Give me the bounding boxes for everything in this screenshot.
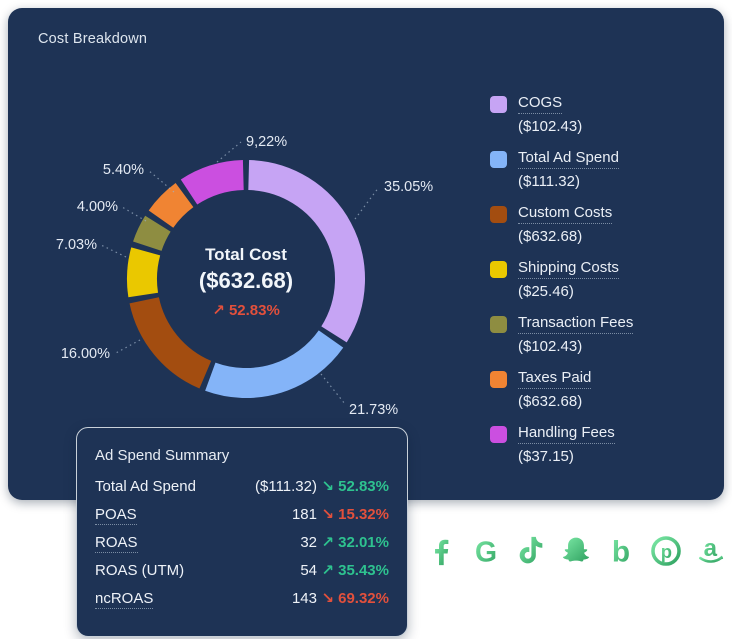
- total-cost-value: ($632.68): [198, 268, 294, 293]
- svg-text:p: p: [661, 541, 672, 562]
- summary-row-total-ad-spend: Total Ad Spend ($111.32) ↘ 52.83%: [95, 477, 389, 505]
- pinterest-icon[interactable]: p: [648, 528, 684, 574]
- svg-text:a: a: [704, 535, 718, 562]
- legend-name[interactable]: Handling Fees: [518, 424, 615, 444]
- legend-swatch-custom-costs: [490, 206, 507, 223]
- amazon-icon[interactable]: a: [693, 528, 729, 574]
- legend-name[interactable]: Transaction Fees: [518, 314, 634, 334]
- summary-row-label[interactable]: ncROAS: [95, 590, 154, 609]
- pct-label-total-ad-spend: 21.73%: [349, 402, 398, 418]
- leader-line-total-ad-spend: [320, 373, 346, 405]
- leader-line-handling-fees: [216, 141, 242, 163]
- pct-label-custom-costs: 16.00%: [61, 346, 110, 362]
- summary-title: Ad Spend Summary: [95, 447, 230, 464]
- legend-swatch-taxes-paid: [490, 371, 507, 388]
- legend-swatch-handling-fees: [490, 426, 507, 443]
- tiktok-icon[interactable]: [513, 528, 549, 574]
- donut-segment-total-ad-spend[interactable]: [205, 329, 344, 398]
- summary-row-value: 54: [300, 562, 317, 579]
- legend-amount: ($102.43): [518, 338, 583, 355]
- legend-item-total-ad-spend[interactable]: Total Ad Spend ($111.32): [490, 149, 633, 190]
- summary-row-value: ($111.32): [255, 478, 317, 495]
- legend-item-taxes-paid[interactable]: Taxes Paid ($632.68): [490, 369, 633, 410]
- leader-line-cogs: [354, 186, 380, 220]
- summary-row-ncroas: ncROAS 143 ↘ 69.32%: [95, 589, 389, 617]
- summary-row-roas-utm-: ROAS (UTM) 54 ↗ 35.43%: [95, 561, 389, 589]
- svg-text:b: b: [612, 536, 630, 569]
- legend-amount: ($632.68): [518, 228, 583, 245]
- bing-icon[interactable]: b: [603, 528, 639, 574]
- donut-segment-handling-fees[interactable]: [180, 160, 245, 205]
- legend-amount: ($632.68): [518, 393, 583, 410]
- donut-segment-transaction-fees[interactable]: [133, 215, 171, 252]
- donut-segment-custom-costs[interactable]: [129, 296, 212, 389]
- donut-segment-taxes-paid[interactable]: [148, 183, 194, 229]
- legend-swatch-total-ad-spend: [490, 151, 507, 168]
- legend-item-cogs[interactable]: COGS ($102.43): [490, 94, 633, 135]
- summary-row-value: 32: [300, 534, 317, 551]
- svg-text:G: G: [475, 537, 497, 569]
- legend-item-handling-fees[interactable]: Handling Fees ($37.15): [490, 424, 633, 465]
- leader-line-taxes-paid: [147, 169, 175, 193]
- total-cost-label: Total Cost: [205, 245, 287, 264]
- pct-label-transaction-fees: 4.00%: [77, 199, 118, 215]
- legend-item-custom-costs[interactable]: Custom Costs ($632.68): [490, 204, 633, 245]
- legend-amount: ($102.43): [518, 118, 583, 135]
- summary-row-roas: ROAS 32 ↗ 32.01%: [95, 533, 389, 561]
- summary-rows: Total Ad Spend ($111.32) ↘ 52.83% POAS 181 ↘ …: [95, 477, 389, 617]
- legend-swatch-transaction-fees: [490, 316, 507, 333]
- summary-row-value: 143: [291, 590, 317, 607]
- cost-breakdown-card: Cost Breakdown 35.05% 21.73% 16.00% 7.03% 4.…: [8, 8, 724, 500]
- legend-name[interactable]: Total Ad Spend: [518, 149, 619, 169]
- legend-name[interactable]: COGS: [518, 94, 563, 114]
- trend-up-icon: ↗: [212, 302, 225, 319]
- ad-spend-summary-card: Ad Spend Summary Total Ad Spend ($111.32)…: [76, 427, 408, 637]
- summary-row-label: Total Ad Spend: [95, 478, 196, 495]
- leader-line-transaction-fees: [121, 206, 147, 222]
- legend-amount: ($37.15): [518, 448, 574, 465]
- google-icon[interactable]: G: [468, 528, 504, 574]
- summary-row-trend: ↘ 69.32%: [321, 590, 389, 607]
- summary-row-poas: POAS 181 ↘ 15.32%: [95, 505, 389, 533]
- leader-line-shipping-costs: [100, 244, 127, 258]
- legend-item-shipping-costs[interactable]: Shipping Costs ($25.46): [490, 259, 633, 300]
- summary-row-trend: ↘ 15.32%: [321, 506, 389, 523]
- legend-amount: ($111.32): [518, 173, 580, 190]
- pct-label-taxes-paid: 5.40%: [103, 162, 144, 178]
- snapchat-icon[interactable]: [558, 528, 594, 574]
- donut-chart: 35.05% 21.73% 16.00% 7.03% 4.00% 5.40% 9,22%: [56, 134, 433, 418]
- summary-row-trend: ↗ 32.01%: [321, 534, 389, 551]
- summary-row-label: ROAS (UTM): [95, 562, 185, 579]
- summary-row-value: 181: [291, 506, 317, 523]
- legend-item-transaction-fees[interactable]: Transaction Fees ($102.43): [490, 314, 634, 355]
- legend-swatch-shipping-costs: [490, 261, 507, 278]
- summary-row-label[interactable]: POAS: [95, 506, 137, 525]
- legend-swatch-cogs: [490, 96, 507, 113]
- card-title: Cost Breakdown: [38, 31, 148, 47]
- legend-name[interactable]: Taxes Paid: [518, 369, 592, 389]
- pct-label-shipping-costs: 7.03%: [56, 237, 97, 253]
- summary-row-trend: ↗ 35.43%: [321, 562, 389, 579]
- facebook-icon[interactable]: [423, 528, 459, 574]
- pct-label-cogs: 35.05%: [384, 179, 433, 195]
- pct-label-handling-fees: 9,22%: [246, 134, 287, 150]
- donut-segment-cogs[interactable]: [247, 160, 365, 343]
- summary-row-trend: ↘ 52.83%: [321, 478, 389, 495]
- total-cost-trend: ↗ 52.83%: [212, 302, 280, 319]
- summary-row-label[interactable]: ROAS: [95, 534, 138, 553]
- donut-segment-shipping-costs[interactable]: [126, 247, 161, 298]
- leader-line-custom-costs: [113, 339, 141, 355]
- donut-center-text: Total Cost ($632.68) ↗ 52.83%: [161, 245, 331, 319]
- chart-legend: COGS ($102.43) Total Ad Spend ($111.32) Cust…: [490, 94, 634, 465]
- legend-amount: ($25.46): [518, 283, 574, 300]
- legend-name[interactable]: Custom Costs: [518, 204, 613, 224]
- legend-name[interactable]: Shipping Costs: [518, 259, 619, 279]
